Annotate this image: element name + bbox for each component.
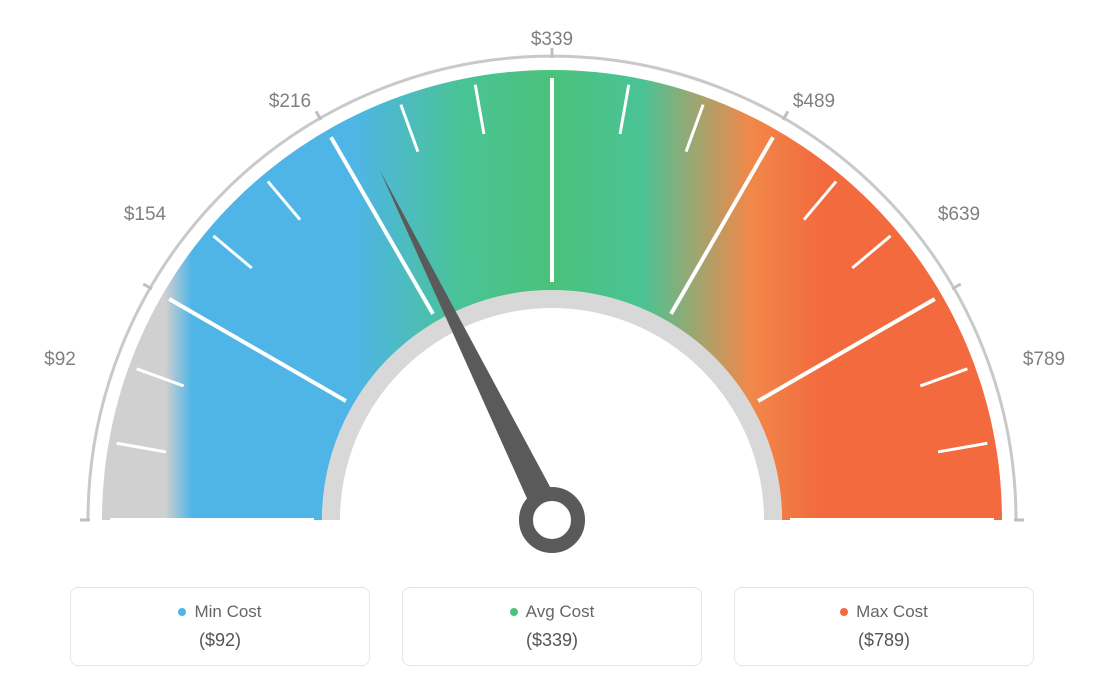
- legend-avg-value: ($339): [526, 630, 578, 651]
- dot-min: [178, 608, 186, 616]
- legend-avg: Avg Cost ($339): [402, 587, 702, 666]
- legend-avg-label: Avg Cost: [526, 602, 595, 622]
- legend: Min Cost ($92) Avg Cost ($339) Max Cost …: [0, 587, 1104, 666]
- gauge-svg: [0, 0, 1104, 560]
- legend-min-label: Min Cost: [194, 602, 261, 622]
- legend-min-value: ($92): [199, 630, 241, 651]
- tick-label: $489: [793, 91, 835, 113]
- dot-avg: [510, 608, 518, 616]
- legend-max-label: Max Cost: [856, 602, 928, 622]
- tick-label: $639: [938, 204, 980, 226]
- legend-avg-top: Avg Cost: [510, 602, 595, 622]
- legend-min: Min Cost ($92): [70, 587, 370, 666]
- legend-max: Max Cost ($789): [734, 587, 1034, 666]
- legend-max-value: ($789): [858, 630, 910, 651]
- tick-label: $92: [44, 349, 76, 371]
- tick-label: $339: [531, 29, 573, 51]
- cost-gauge: $92 $154 $216 $339 $489 $639 $789: [0, 0, 1104, 560]
- legend-min-top: Min Cost: [178, 602, 261, 622]
- tick-label: $789: [1023, 349, 1065, 371]
- dot-max: [840, 608, 848, 616]
- tick-label: $154: [124, 204, 166, 226]
- legend-max-top: Max Cost: [840, 602, 928, 622]
- tick-label: $216: [269, 91, 311, 113]
